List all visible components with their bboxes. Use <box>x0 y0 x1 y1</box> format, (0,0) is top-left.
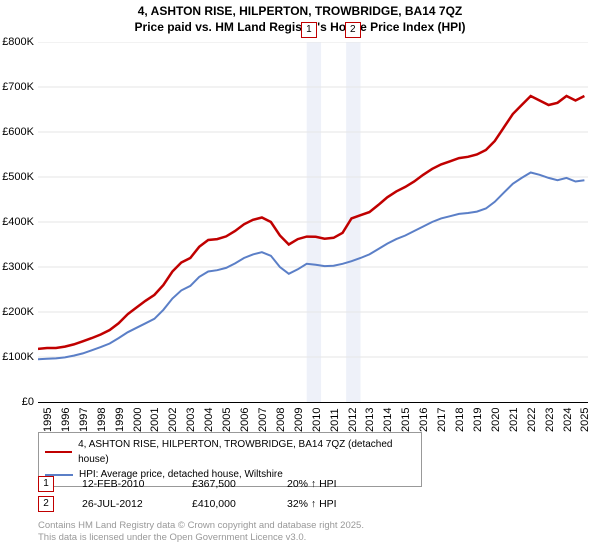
y-axis-label: £800K <box>2 36 34 48</box>
x-axis-label: 1995 <box>42 408 54 432</box>
sale-date-1: 12-FEB-2010 <box>82 478 192 490</box>
x-axis-label: 2017 <box>436 408 448 432</box>
sale-price-1: £367,500 <box>192 478 287 490</box>
chart-marker: 1 <box>301 22 317 38</box>
x-axis-label: 2023 <box>544 408 556 432</box>
legend-swatch-price <box>45 451 72 453</box>
chart-marker: 2 <box>345 22 361 38</box>
y-axis-label: £100K <box>2 351 34 363</box>
chart-area: 12 £0£100K£200K£300K£400K£500K£600K£700K… <box>38 42 588 403</box>
legend-row-1: 4, ASHTON RISE, HILPERTON, TROWBRIDGE, B… <box>45 437 415 467</box>
x-axis-label: 2024 <box>562 408 574 432</box>
sale-marker-2: 2 <box>38 496 54 512</box>
x-axis-label: 2004 <box>203 408 215 432</box>
y-axis-label: £200K <box>2 306 34 318</box>
x-axis-label: 1999 <box>114 408 126 432</box>
y-axis-label: £0 <box>22 396 34 408</box>
x-axis-label: 2013 <box>364 408 376 432</box>
x-axis-label: 2010 <box>311 408 323 432</box>
chart-container: 4, ASHTON RISE, HILPERTON, TROWBRIDGE, B… <box>0 0 600 560</box>
x-axis-label: 2016 <box>418 408 430 432</box>
x-axis-label: 2021 <box>508 408 520 432</box>
y-axis-label: £400K <box>2 216 34 228</box>
sale-date-2: 26-JUL-2012 <box>82 498 192 510</box>
x-axis-label: 2008 <box>275 408 287 432</box>
footer-line-2: This data is licensed under the Open Gov… <box>38 532 364 544</box>
x-axis-label: 2014 <box>382 408 394 432</box>
footer: Contains HM Land Registry data © Crown c… <box>38 520 364 544</box>
sales-row-1: 1 12-FEB-2010 £367,500 20% ↑ HPI <box>38 474 387 494</box>
x-axis-label: 2009 <box>293 408 305 432</box>
x-axis-label: 2011 <box>329 408 341 432</box>
x-axis-label: 2001 <box>149 408 161 432</box>
y-axis-label: £300K <box>2 261 34 273</box>
y-axis-label: £500K <box>2 171 34 183</box>
footer-line-1: Contains HM Land Registry data © Crown c… <box>38 520 364 532</box>
x-axis-label: 2005 <box>221 408 233 432</box>
y-axis-label: £600K <box>2 126 34 138</box>
x-axis-label: 2019 <box>472 408 484 432</box>
x-axis-label: 2007 <box>257 408 269 432</box>
x-axis-label: 1996 <box>60 408 72 432</box>
sale-pct-2: 32% ↑ HPI <box>287 498 387 510</box>
x-axis-label: 2020 <box>490 408 502 432</box>
sale-price-2: £410,000 <box>192 498 287 510</box>
x-axis-label: 2012 <box>347 408 359 432</box>
sales-table: 1 12-FEB-2010 £367,500 20% ↑ HPI 2 26-JU… <box>38 474 387 514</box>
sales-row-2: 2 26-JUL-2012 £410,000 32% ↑ HPI <box>38 494 387 514</box>
sale-pct-1: 20% ↑ HPI <box>287 478 387 490</box>
x-axis-label: 2002 <box>167 408 179 432</box>
x-axis-label: 2022 <box>526 408 538 432</box>
x-axis-label: 2006 <box>239 408 251 432</box>
sale-marker-1: 1 <box>38 476 54 492</box>
legend-label-price: 4, ASHTON RISE, HILPERTON, TROWBRIDGE, B… <box>78 437 415 467</box>
title-line-1: 4, ASHTON RISE, HILPERTON, TROWBRIDGE, B… <box>0 4 600 20</box>
x-axis-label: 2003 <box>185 408 197 432</box>
x-axis-label: 2025 <box>579 408 591 432</box>
x-axis-label: 1998 <box>96 408 108 432</box>
line-svg <box>38 42 588 402</box>
x-axis-label: 2018 <box>454 408 466 432</box>
x-axis-label: 2015 <box>400 408 412 432</box>
y-axis-label: £700K <box>2 81 34 93</box>
x-axis-label: 2000 <box>132 408 144 432</box>
x-axis-label: 1997 <box>78 408 90 432</box>
